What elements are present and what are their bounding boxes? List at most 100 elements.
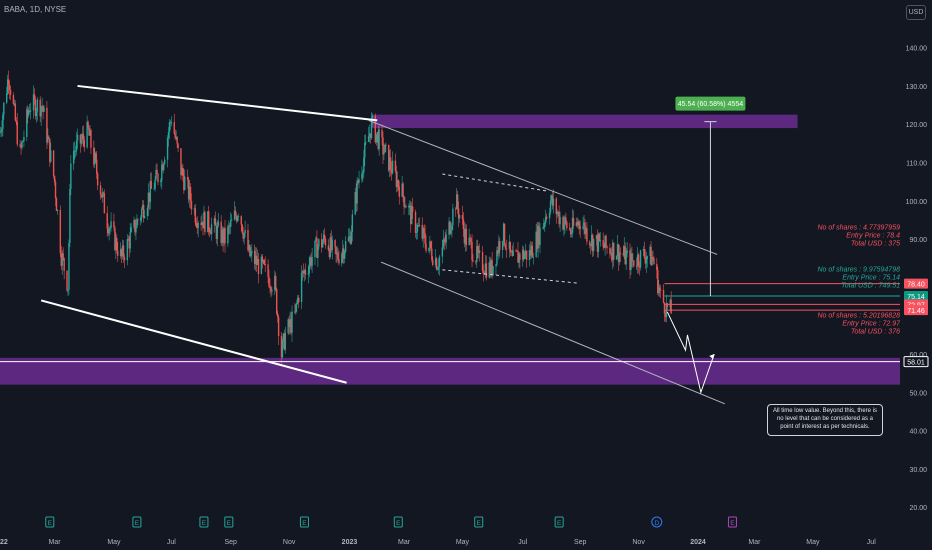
candle-body — [335, 246, 337, 255]
candle-body — [3, 102, 5, 115]
candle-body — [1, 128, 3, 132]
candle-body — [525, 250, 528, 260]
candle-body — [542, 227, 544, 229]
candle-body — [390, 169, 393, 174]
candle-body — [157, 174, 159, 183]
candle-body — [324, 238, 327, 246]
currency-button[interactable]: USD — [906, 5, 926, 20]
candle-body — [260, 256, 263, 274]
candle-body — [331, 240, 333, 251]
candle-body — [6, 79, 9, 94]
candle-body — [127, 239, 129, 241]
candle-body — [549, 200, 552, 213]
zone-rectangle — [0, 357, 900, 385]
x-tick-label: Nov — [632, 539, 645, 546]
candle-body — [556, 212, 558, 215]
candle-body — [592, 238, 595, 252]
candle-body — [70, 163, 72, 189]
candle-body — [267, 264, 269, 277]
candle-body — [441, 247, 444, 257]
x-tick-label: Jul — [518, 539, 527, 546]
candle-body — [50, 150, 52, 162]
candle-body — [275, 275, 277, 289]
candle-body — [107, 228, 109, 234]
candle-body — [408, 206, 410, 208]
candle-body — [670, 299, 672, 314]
candle-body — [529, 250, 532, 256]
candle-body — [599, 240, 602, 242]
candle-body — [108, 228, 110, 234]
candle-body — [362, 172, 364, 174]
order-info-text: Total USD : 376 — [851, 329, 900, 336]
candle-body — [463, 229, 466, 244]
candle-body — [475, 261, 477, 263]
candle-body — [43, 107, 45, 112]
candle-body — [100, 194, 103, 198]
candle-body — [598, 233, 601, 241]
candle-body — [394, 160, 397, 172]
candle-body — [113, 221, 115, 228]
candle-body — [6, 93, 8, 103]
candle-body — [66, 270, 68, 291]
candle-body — [572, 217, 575, 227]
candle-body — [457, 208, 460, 219]
candle-body — [167, 132, 170, 139]
candle-body — [317, 246, 319, 258]
candle-body — [416, 224, 419, 232]
candle-body — [122, 245, 125, 258]
candle-body — [436, 269, 439, 271]
candle-body — [361, 173, 363, 180]
candle-body — [536, 231, 538, 249]
price-label: 78.40 — [907, 282, 925, 289]
candle-body — [652, 256, 654, 259]
candle-body — [650, 246, 652, 266]
candle-body — [374, 115, 377, 143]
candle-body — [288, 319, 290, 328]
candle-body — [93, 147, 95, 165]
candle-body — [410, 205, 412, 225]
order-info-text: Entry Price : 75.14 — [842, 275, 900, 282]
candle-body — [504, 244, 507, 249]
candle-body — [629, 250, 631, 271]
candle-body — [249, 245, 251, 256]
candle-body — [451, 225, 453, 231]
candle-body — [404, 206, 406, 208]
candle-body — [251, 250, 253, 254]
candle-body — [196, 225, 198, 229]
candle-body — [334, 240, 336, 247]
candle-body — [637, 254, 640, 266]
earnings-marker — [299, 516, 309, 528]
candle-body — [646, 256, 648, 259]
candle-body — [503, 223, 506, 245]
candle-body — [47, 136, 49, 143]
candle-body — [606, 246, 608, 248]
candle-body — [367, 136, 370, 142]
candle-body — [74, 150, 77, 152]
candle-body — [485, 263, 488, 278]
candle-body — [220, 221, 222, 243]
candle-body — [425, 243, 427, 251]
dividend-marker — [651, 516, 663, 528]
candle-body — [28, 111, 30, 116]
candle-body — [658, 287, 661, 290]
candle-body — [233, 210, 236, 220]
candle-body — [202, 221, 204, 229]
candle-body — [589, 241, 591, 246]
earnings-marker — [224, 516, 234, 528]
trendline — [77, 84, 378, 122]
candle-body — [89, 130, 91, 136]
candle-body — [83, 139, 85, 148]
candle-body — [190, 200, 193, 210]
candle-body — [611, 253, 613, 261]
candle-body — [311, 257, 313, 266]
candle-body — [371, 115, 374, 119]
y-tick-label: 40.00 — [909, 429, 927, 436]
candle-body — [630, 253, 632, 271]
candle-body — [32, 94, 35, 111]
order-info-text: Entry Price : 72.97 — [842, 321, 901, 328]
candle-body — [595, 235, 598, 239]
candle-body — [651, 256, 653, 266]
candle-body — [48, 136, 50, 139]
